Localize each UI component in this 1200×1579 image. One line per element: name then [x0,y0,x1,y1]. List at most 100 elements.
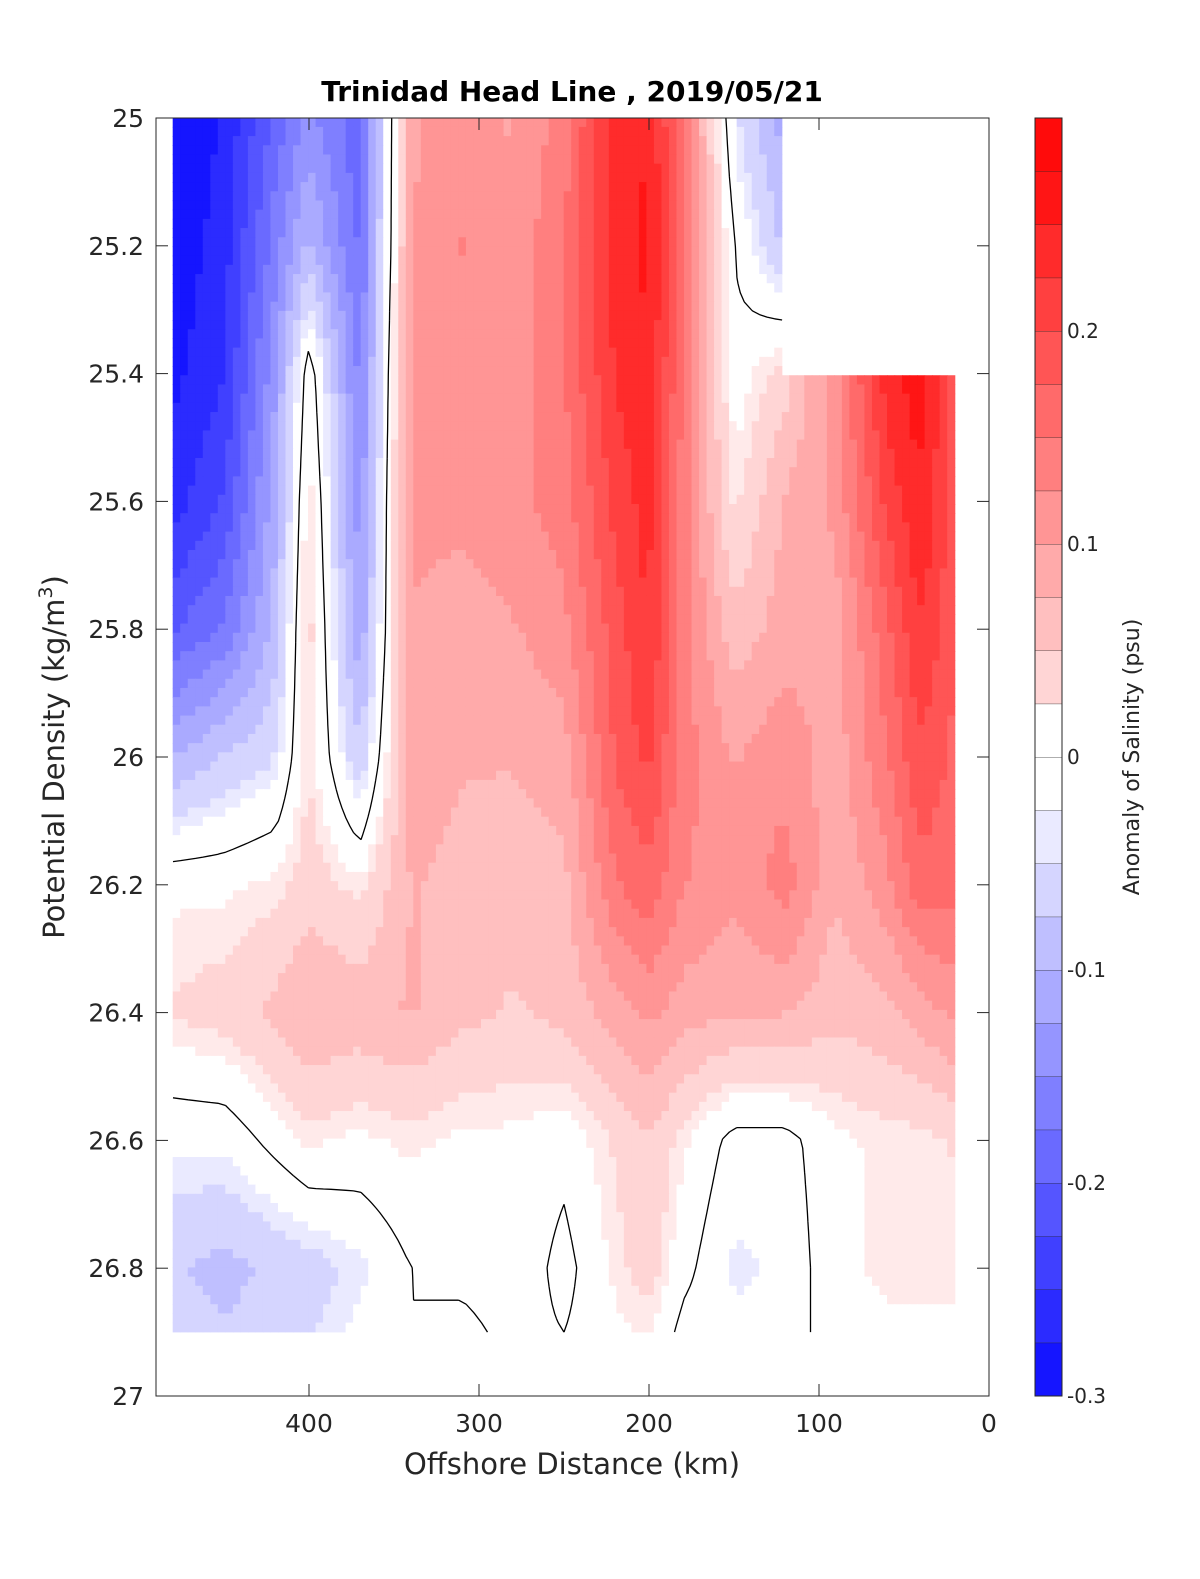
contour-cell [571,412,580,422]
contour-cell [556,568,565,579]
contour-cell [368,531,377,542]
contour-cell [480,218,490,229]
contour-cell [721,522,730,533]
contour-cell [225,200,234,211]
contour-cell [187,320,196,330]
contour-cell [744,200,753,211]
contour-cell [195,329,204,340]
contour-cell [887,504,896,514]
contour-cell [413,494,422,505]
contour-cell [443,163,452,174]
contour-cell [420,559,429,569]
contour-cell [398,412,407,422]
contour-cell [202,549,211,560]
contour-cell [676,384,685,395]
contour-cell [187,476,196,487]
contour-cell [661,448,670,459]
contour-cell [375,467,384,478]
contour-cell [210,476,219,487]
contour-cell [601,476,610,487]
contour-cell [210,448,219,459]
contour-cell [563,163,572,174]
contour-cell [556,237,565,248]
contour-cell [308,568,317,579]
contour-cell [217,172,226,183]
contour-cell [488,172,497,183]
contour-cell [616,522,625,533]
contour-cell [330,366,339,376]
contour-cell [796,430,805,441]
contour-cell [262,136,272,146]
contour-cell [225,467,234,478]
contour-cell [631,329,640,340]
contour-cell [631,182,640,192]
contour-cell [428,200,437,211]
contour-cell [428,522,437,533]
contour-cell [563,448,572,459]
contour-cell [676,504,685,514]
contour-cell [450,402,460,413]
contour-cell [247,320,257,330]
contour-cell [293,448,302,459]
contour-cell [180,448,189,459]
contour-cell [676,485,685,496]
contour-cell [856,458,866,468]
contour-cell [450,430,460,441]
contour-cell [225,182,234,192]
contour-cell [759,595,768,606]
contour-cell [676,531,685,542]
contour-cell [871,504,881,514]
contour-cell [511,274,520,284]
contour-cell [631,191,640,202]
contour-cell [826,559,835,569]
contour-cell [375,531,384,542]
contour-cell [270,118,279,128]
contour-cell [308,439,317,450]
contour-cell [172,614,181,625]
contour-cell [766,522,775,533]
contour-cell [518,605,527,615]
contour-cell [691,421,700,432]
contour-cell [435,595,444,606]
contour-cell [616,595,625,606]
contour-cell [450,467,460,478]
contour-cell [217,614,226,625]
contour-cell [736,301,745,312]
contour-cell [405,228,414,238]
contour-cell [668,154,678,165]
contour-cell [631,393,640,404]
contour-cell [871,595,881,606]
contour-cell [601,513,610,523]
contour-cell [947,384,956,395]
contour-cell [503,191,512,202]
contour-cell [586,209,595,220]
contour-cell [518,402,527,413]
contour-cell [480,412,490,422]
contour-cell [593,522,602,533]
contour-cell [398,182,407,192]
contour-cell [323,577,332,588]
contour-cell [428,329,437,340]
contour-cell [586,255,595,266]
contour-cell [684,274,693,284]
contour-cell [180,356,189,367]
contour-cell [187,375,196,386]
contour-cell [375,191,384,202]
contour-cell [608,458,617,468]
contour-cell [811,513,820,523]
contour-cell [202,568,211,579]
contour-cell [796,476,805,487]
contour-cell [638,605,648,615]
contour-cell [781,568,790,579]
contour-cell [578,264,587,275]
contour-cell [518,366,527,376]
contour-cell [315,118,324,128]
contour-cell [353,549,362,560]
contour-cell [548,605,557,615]
contour-cell [676,191,685,202]
contour-cell [751,513,760,523]
contour-cell [488,347,497,358]
contour-cell [503,531,512,542]
contour-cell [548,255,557,266]
contour-cell [330,246,339,257]
